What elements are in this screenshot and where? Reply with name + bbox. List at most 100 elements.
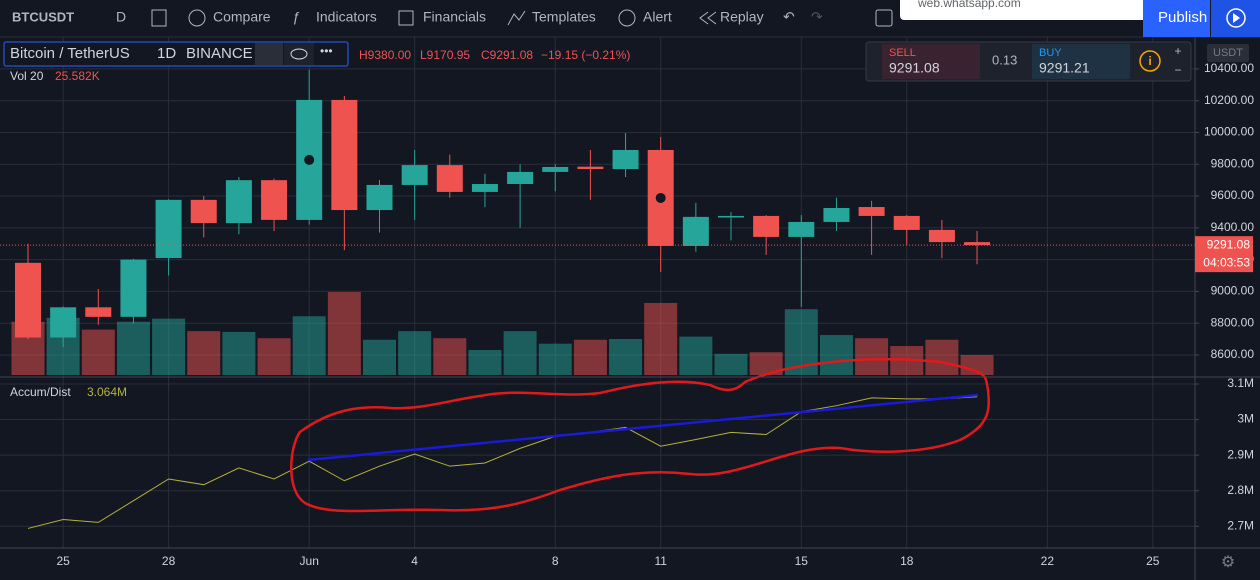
event-marker [655, 192, 666, 203]
alert-icon [618, 9, 636, 27]
play-icon-arrow [1233, 13, 1240, 23]
y-tick-label: 9400.00 [1211, 220, 1255, 234]
chart-type-icon[interactable] [151, 9, 167, 27]
candle-body [50, 307, 77, 338]
candle-body [612, 149, 639, 170]
volume-bar [679, 336, 713, 375]
indicators-button[interactable]: Indicators [316, 9, 377, 25]
replay-button[interactable]: Replay [720, 9, 764, 25]
eye-button[interactable] [284, 43, 314, 65]
x-tick-label: 18 [900, 554, 914, 568]
candle-body [858, 207, 885, 216]
candle-body [682, 216, 709, 246]
compare-button[interactable]: Compare [213, 9, 271, 25]
trend-line [307, 393, 979, 462]
legend-close: C9291.08 [481, 48, 533, 62]
volume-bar [714, 353, 748, 375]
minus-button[interactable]: − [1174, 63, 1181, 77]
buy-price: 9291.21 [1039, 60, 1090, 76]
indicators-icon: ƒ [292, 9, 300, 25]
financials-icon [398, 10, 414, 26]
x-tick-label: 15 [795, 554, 809, 568]
candle-body [893, 215, 920, 230]
y-tick-label: 2.7M [1227, 518, 1254, 532]
eye-icon [290, 48, 308, 60]
plus-button[interactable]: + [1174, 44, 1181, 58]
candle-body [507, 171, 534, 184]
compare-icon [188, 9, 206, 27]
y-tick-label: 9600.00 [1211, 188, 1255, 202]
volume-bar [855, 338, 889, 375]
candle-body [436, 165, 463, 192]
candle-body [85, 307, 112, 317]
indicator-legend-value: 3.064M [87, 385, 127, 399]
info-icon[interactable] [1139, 50, 1161, 72]
candle-body [120, 259, 147, 317]
volume-bar [187, 331, 221, 375]
volume-bar [292, 316, 326, 375]
financials-button[interactable]: Financials [423, 9, 486, 25]
event-marker [304, 154, 315, 165]
legend-exchange: BINANCE [186, 45, 253, 62]
candle-body [401, 165, 428, 185]
volume-bar [573, 339, 607, 375]
publish-button[interactable] [1143, 0, 1210, 37]
hide-button[interactable] [255, 43, 283, 65]
y-tick-label: 8800.00 [1211, 315, 1255, 329]
templates-button[interactable]: Templates [532, 9, 596, 25]
symbol[interactable]: BTCUSDT [12, 9, 74, 24]
redo-button[interactable]: ↷ [811, 9, 823, 25]
volume-bar [538, 343, 572, 375]
volume-legend-value: 25.582K [55, 69, 100, 83]
plot [0, 69, 1195, 529]
x-tick-label: Jun [300, 554, 319, 568]
volume-bar [363, 339, 396, 375]
publish-label[interactable]: Publish [1158, 9, 1207, 26]
settings-button[interactable]: ⚙ [1221, 554, 1235, 571]
candle-body [155, 199, 182, 259]
candle-body [823, 207, 850, 222]
replay-icon [699, 11, 717, 25]
y-tick-label: 9800.00 [1211, 156, 1255, 170]
candle-body [331, 99, 358, 211]
volume-bar [257, 338, 291, 375]
volume-bar [81, 329, 115, 375]
candle-body [964, 242, 991, 246]
volume-bar [925, 339, 959, 375]
sell-button[interactable] [882, 44, 980, 79]
volume-bar [503, 331, 537, 375]
y-tick-label: 3M [1237, 412, 1254, 426]
volume-bar [222, 331, 256, 375]
candle-body [753, 215, 780, 237]
y-tick-label: 3.1M [1227, 376, 1254, 390]
buy-button[interactable] [1032, 44, 1130, 79]
volume-bar [433, 338, 467, 375]
volume-bar [152, 318, 186, 375]
x-tick-label: 4 [411, 554, 418, 568]
axes: 25 28 Jun 4 8 11 15 18 22 25 8600.00 8800.00 9000.00… [56, 61, 1254, 568]
popup [900, 0, 1155, 20]
y-tick-label: 9000.00 [1211, 284, 1255, 298]
legend-high: H9380.00 [359, 48, 411, 62]
candle-body [15, 262, 41, 338]
x-tick-label: 25 [56, 554, 70, 568]
sell-label: SELL [889, 47, 916, 59]
last-price-box [1195, 236, 1253, 273]
y-tick-label: 2.8M [1227, 483, 1254, 497]
candle-body [928, 229, 955, 243]
volume-bar [819, 335, 853, 375]
interval-button[interactable]: D [116, 9, 126, 25]
unit-box [1207, 44, 1249, 62]
candle-body [542, 166, 569, 172]
undo-button[interactable]: ↶ [783, 9, 795, 25]
x-tick-label: 28 [162, 554, 176, 568]
more-button[interactable]: ••• [320, 44, 333, 58]
legend-title: Bitcoin / TetherUS [10, 45, 130, 62]
volume-bar [116, 321, 150, 375]
candle-body [261, 180, 288, 220]
alert-button[interactable]: Alert [643, 9, 672, 25]
layout-button[interactable] [875, 9, 893, 27]
x-tick-label: 22 [1041, 554, 1055, 568]
candle-body [788, 221, 815, 237]
price-unit: USDT [1213, 47, 1243, 59]
